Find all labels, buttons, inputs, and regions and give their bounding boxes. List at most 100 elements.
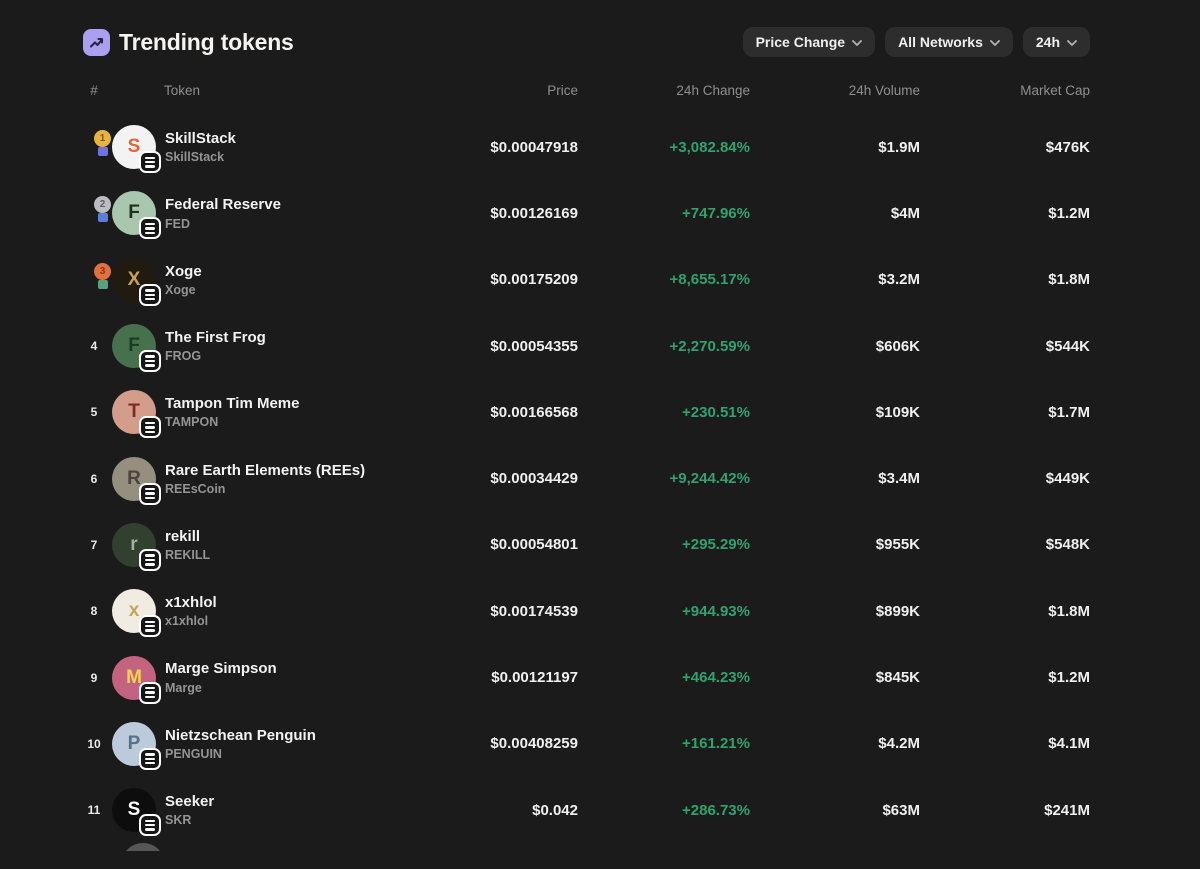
market-cap-cell: $1.2M bbox=[1048, 204, 1090, 222]
chevron-down-icon bbox=[1067, 39, 1077, 46]
token-avatar: S bbox=[112, 125, 161, 174]
token-symbol: FROG bbox=[165, 349, 202, 364]
page-header: Trending tokens Price Change All Network… bbox=[76, 25, 1090, 59]
network-badge-icon bbox=[139, 548, 161, 571]
token-row[interactable]: 1 S SkillStack SkillStack $0.00047918 +3,082.… bbox=[76, 114, 1090, 180]
token-symbol: SKR bbox=[165, 813, 192, 828]
price-cell: $0.00408259 bbox=[490, 735, 578, 753]
token-name-group: Nietzschean Penguin PENGUIN bbox=[165, 727, 316, 761]
timeframe-dropdown[interactable]: 24h bbox=[1022, 27, 1090, 57]
token-row[interactable]: 6 R Rare Earth Elements (REEs) REEsCoin $0.0… bbox=[76, 445, 1090, 511]
change-cell: +286.73% bbox=[682, 801, 750, 819]
rank-cell: 9 bbox=[76, 669, 112, 687]
token-row[interactable]: 4 F The First Frog FROG $0.00054355 +2,270.59… bbox=[76, 313, 1090, 379]
token-avatar: x bbox=[112, 589, 161, 638]
token-name: Federal Reserve bbox=[165, 196, 281, 214]
change-cell: +3,082.84% bbox=[669, 138, 751, 156]
market-cap-cell: $1.7M bbox=[1048, 403, 1090, 421]
token-symbol: TAMPON bbox=[165, 415, 219, 430]
network-badge-icon bbox=[139, 681, 161, 704]
token-name-group: x1xhlol x1xhlol bbox=[165, 594, 217, 628]
token-cell: S Seeker SKR bbox=[112, 788, 428, 837]
change-cell: +295.29% bbox=[682, 536, 750, 554]
filter-bar: Price Change All Networks 24h bbox=[742, 27, 1090, 57]
volume-cell: $606K bbox=[875, 337, 920, 355]
price-cell: $0.00166568 bbox=[490, 403, 578, 421]
token-name: Marge Simpson bbox=[165, 660, 277, 678]
token-cell: x x1xhlol x1xhlol bbox=[112, 589, 428, 638]
rank-number: 11 bbox=[87, 803, 101, 818]
volume-cell: $3.4M bbox=[878, 470, 920, 488]
network-dropdown[interactable]: All Networks bbox=[885, 27, 1013, 57]
rank-number: 3 bbox=[94, 262, 111, 280]
token-cell: M Marge Simpson Marge bbox=[112, 655, 428, 704]
network-badge-icon bbox=[139, 814, 161, 837]
volume-cell: $3.2M bbox=[878, 271, 920, 289]
token-name-group: The First Frog FROG bbox=[165, 329, 266, 363]
column-header-rank: # bbox=[90, 83, 98, 98]
rank-cell: 4 bbox=[76, 337, 112, 355]
rank-number: 7 bbox=[90, 537, 98, 552]
token-cell: F Federal Reserve FED bbox=[112, 191, 428, 240]
market-cap-cell: $476K bbox=[1045, 138, 1090, 156]
token-name: Nietzschean Penguin bbox=[165, 726, 316, 744]
market-cap-cell: $1.2M bbox=[1048, 669, 1090, 687]
token-symbol: Xoge bbox=[165, 282, 196, 297]
token-avatar: S bbox=[112, 788, 161, 837]
price-cell: $0.00126169 bbox=[490, 204, 578, 222]
market-cap-cell: $1.8M bbox=[1048, 602, 1090, 620]
sort-dropdown[interactable]: Price Change bbox=[742, 27, 876, 57]
token-row[interactable]: 7 r rekill REKILL $0.00054801 +295.29% $955K $5… bbox=[76, 512, 1090, 578]
token-cell: R Rare Earth Elements (REEs) REEsCoin bbox=[112, 456, 428, 505]
network-dropdown-label: All Networks bbox=[898, 34, 983, 50]
page-title: Trending tokens bbox=[119, 28, 294, 55]
avatar bbox=[121, 843, 165, 852]
token-name: Rare Earth Elements (REEs) bbox=[165, 461, 366, 479]
token-name: The First Frog bbox=[165, 328, 266, 346]
token-symbol: x1xhlol bbox=[165, 614, 209, 629]
token-symbol: FED bbox=[165, 216, 190, 231]
rank-cell: 5 bbox=[76, 403, 112, 421]
token-row[interactable]: 2 F Federal Reserve FED $0.00126169 +747.96% $… bbox=[76, 180, 1090, 246]
token-cell: F The First Frog FROG bbox=[112, 324, 428, 373]
rank-cell: 8 bbox=[76, 602, 112, 620]
trending-tokens-page: Trending tokens Price Change All Network… bbox=[76, 25, 1090, 852]
volume-cell: $4M bbox=[890, 204, 920, 222]
medal-ribbon bbox=[98, 213, 108, 223]
token-symbol: REEsCoin bbox=[165, 481, 226, 496]
price-cell: $0.042 bbox=[532, 801, 578, 819]
rank-number: 4 bbox=[90, 339, 98, 354]
token-row[interactable]: 5 T Tampon Tim Meme TAMPON $0.00166568 +230.5… bbox=[76, 379, 1090, 445]
token-avatar: P bbox=[112, 721, 161, 770]
market-cap-cell: $449K bbox=[1045, 470, 1090, 488]
token-row[interactable]: 11 S Seeker SKR $0.042 +286.73% $63M $241M bbox=[76, 777, 1090, 843]
volume-cell: $1.9M bbox=[878, 138, 920, 156]
volume-cell: $63M bbox=[882, 801, 920, 819]
token-symbol: REKILL bbox=[165, 548, 211, 563]
network-badge-icon bbox=[139, 350, 161, 373]
token-row[interactable]: 3 X Xoge Xoge $0.00175209 +8,655.17% $3.2M $1.8… bbox=[76, 247, 1090, 313]
change-cell: +944.93% bbox=[682, 602, 750, 620]
price-cell: $0.00121197 bbox=[491, 669, 578, 687]
token-avatar: F bbox=[112, 191, 161, 240]
token-row[interactable]: 10 P Nietzschean Penguin PENGUIN $0.00408259… bbox=[76, 711, 1090, 777]
rank-number: 1 bbox=[94, 130, 111, 148]
chevron-down-icon bbox=[989, 39, 1000, 46]
rank-cell: 6 bbox=[76, 470, 112, 488]
trending-up-icon bbox=[83, 28, 110, 56]
market-cap-cell: $1.8M bbox=[1048, 271, 1090, 289]
token-avatar: M bbox=[112, 655, 161, 704]
token-name-group: Marge Simpson Marge bbox=[165, 660, 277, 694]
column-header-change: 24h Change bbox=[676, 83, 750, 98]
network-badge-icon bbox=[139, 217, 161, 240]
chevron-down-icon bbox=[852, 39, 862, 46]
volume-cell: $845K bbox=[875, 669, 920, 687]
token-row[interactable]: 9 M Marge Simpson Marge $0.00121197 +464.23% $… bbox=[76, 644, 1090, 710]
change-cell: +161.21% bbox=[682, 735, 750, 753]
token-name: SkillStack bbox=[165, 130, 236, 148]
network-badge-icon bbox=[139, 747, 161, 770]
market-cap-cell: $548K bbox=[1045, 536, 1090, 554]
token-avatar: F bbox=[112, 324, 161, 373]
token-row[interactable]: 8 x x1xhlol x1xhlol $0.00174539 +944.93% $899K… bbox=[76, 578, 1090, 644]
volume-cell: $109K bbox=[875, 403, 920, 421]
